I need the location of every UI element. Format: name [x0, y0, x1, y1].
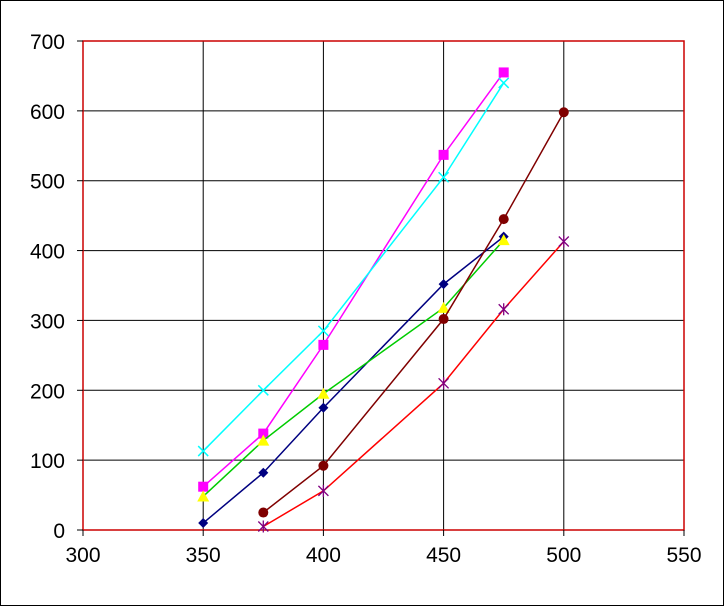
series-4-point-3 — [317, 325, 329, 337]
series-6-point-1 — [257, 520, 269, 533]
series-2-point-1 — [198, 481, 209, 492]
plot-area — [82, 40, 685, 531]
series-5-point-2 — [318, 460, 329, 471]
y-tick-label-300: 300 — [30, 310, 65, 333]
series-layer — [197, 67, 570, 533]
x-tick-label-500: 500 — [546, 544, 581, 567]
series-2 — [198, 67, 509, 492]
series-6-point-5 — [558, 235, 570, 248]
x-tick-label-400: 400 — [306, 544, 341, 567]
series-5 — [258, 107, 569, 518]
series-4-point-5 — [498, 77, 510, 89]
y-axis-labels: 0 100 200 300 400 500 600 700 — [30, 31, 83, 543]
x-axis-labels: 300 350 400 450 500 550 — [65, 530, 702, 567]
series-1-point-4 — [438, 279, 449, 290]
series-3-line — [202, 239, 505, 498]
series-6-point-4 — [498, 303, 510, 316]
y-tick-label-500: 500 — [30, 171, 65, 194]
series-2-point-4 — [438, 149, 449, 160]
series-6-line — [262, 240, 565, 528]
series-1-point-3 — [318, 402, 329, 413]
gridlines — [83, 41, 684, 530]
y-tick-label-400: 400 — [30, 241, 65, 264]
x-tick-label-450: 450 — [426, 544, 461, 567]
x-tick-label-300: 300 — [65, 544, 100, 567]
series-5-point-4 — [498, 214, 509, 225]
series-4-point-4 — [438, 171, 450, 183]
x-tick-label-550: 550 — [666, 544, 701, 567]
series-6-point-3 — [438, 377, 450, 390]
series-1 — [198, 231, 509, 529]
y-tick-label-0: 0 — [53, 520, 65, 543]
series-6-point-2 — [317, 484, 329, 497]
series-4-point-1 — [197, 445, 209, 457]
series-2-point-2 — [258, 428, 269, 439]
y-tick-label-200: 200 — [30, 380, 65, 403]
series-3-point-4 — [437, 301, 450, 313]
series-5-point-1 — [258, 507, 269, 518]
series-1-point-2 — [258, 467, 269, 478]
series-3-point-2 — [257, 434, 270, 446]
series-4-point-2 — [257, 384, 269, 396]
series-2-point-3 — [318, 339, 329, 350]
series-5-line — [262, 111, 565, 514]
series-3-point-1 — [197, 490, 210, 502]
x-tick-label-350: 350 — [186, 544, 221, 567]
series-4-line — [202, 82, 505, 452]
series-5-point-3 — [438, 314, 449, 325]
series-3-point-3 — [317, 387, 330, 399]
series-3-point-5 — [497, 234, 510, 246]
y-tick-label-100: 100 — [30, 450, 65, 473]
series-4 — [197, 77, 510, 457]
series-5-point-5 — [558, 107, 569, 118]
series-1-line — [202, 236, 505, 524]
y-tick-label-600: 600 — [30, 101, 65, 124]
series-3 — [197, 234, 510, 502]
series-1-point-1 — [198, 518, 209, 529]
series-6 — [257, 235, 570, 533]
series-2-line — [202, 71, 505, 488]
y-tick-label-700: 700 — [30, 31, 65, 54]
series-2-point-5 — [498, 67, 509, 78]
